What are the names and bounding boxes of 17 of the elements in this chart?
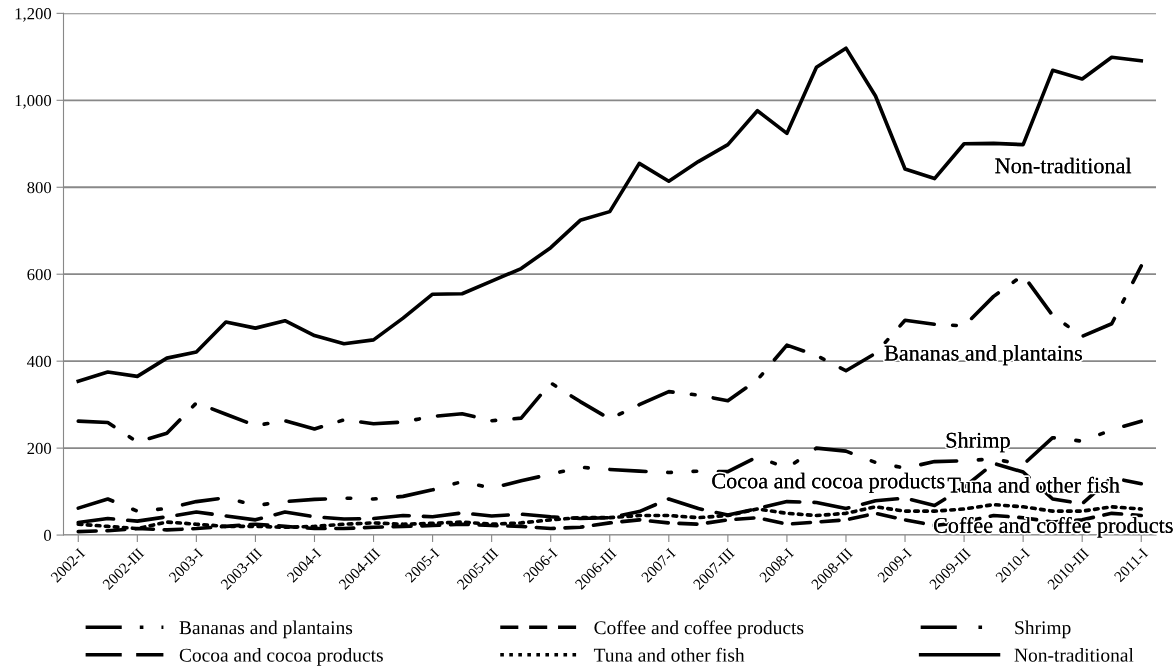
- y-tick-label: 600: [27, 268, 52, 281]
- annotation: Cocoa and cocoa products: [712, 472, 945, 493]
- y-tick-label: 1,000: [15, 95, 52, 109]
- y-tick-label: 1,200: [15, 8, 52, 22]
- annotation: Non-traditional: [995, 157, 1132, 174]
- annotation: Bananas and plantains: [884, 345, 1082, 366]
- legend-label: Tuna and other fish: [593, 647, 745, 662]
- legend-label: Non-traditional: [1014, 648, 1134, 662]
- legend-label: Coffee and coffee products: [594, 620, 804, 639]
- legend-label: Cocoa and cocoa products: [179, 648, 383, 666]
- y-tick-label: 400: [27, 355, 52, 368]
- legend-label: Shrimp: [1015, 620, 1071, 639]
- y-tick-label: 800: [27, 181, 52, 194]
- annotation: Shrimp: [946, 432, 1010, 453]
- legend-label: Bananas and plantains: [179, 620, 353, 639]
- y-tick-label: 0: [44, 529, 52, 542]
- y-tick-label: 200: [27, 442, 52, 455]
